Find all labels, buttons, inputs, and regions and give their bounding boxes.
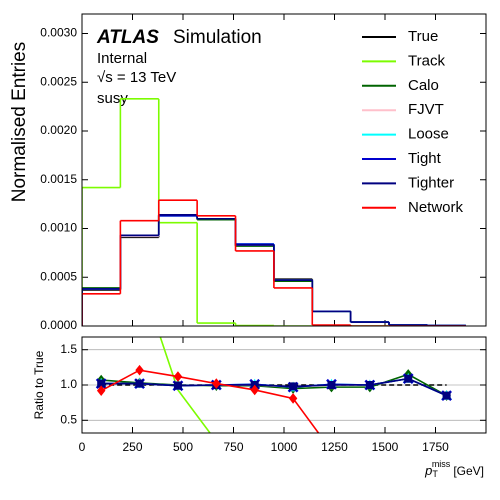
ratio-marker [173,371,183,382]
x-tick-label: 1500 [372,440,399,454]
x-tick-label: 750 [223,440,243,454]
x-tick-label: 500 [173,440,193,454]
x-tick-label: 0 [79,440,86,454]
x-tick-label: 1000 [271,440,298,454]
ratio-line [159,337,212,433]
legend-label: Tighter [408,174,454,191]
legend-label: Loose [408,126,449,143]
y-tick-label: 0.0025 [40,74,77,88]
y-tick-label: 1.0 [60,377,77,391]
ratio-line [101,377,447,397]
y-tick-label: 0.0000 [40,318,77,332]
ratio-y-label: Ratio to True [32,350,46,419]
x-tick-label: 250 [122,440,142,454]
ratio-marker [288,393,298,404]
annotation: √s = 13 TeV [97,69,176,86]
ratio-series-group [95,337,452,433]
x-label-symbol: p [424,463,432,478]
y-tick-label: 0.0030 [40,26,77,40]
y-tick-label: 1.5 [60,342,77,356]
legend-label: Tight [408,150,442,167]
ratio-marker [173,381,182,390]
x-label-sub: T [432,469,438,479]
ratio-marker [96,385,106,396]
status-label: Simulation [173,27,262,48]
legend-label: Calo [408,77,439,94]
ratio-marker [404,374,413,383]
legend-label: Track [408,52,445,69]
y-axis-label: Normalised Entries [9,42,30,203]
legend-label: FJVT [408,101,444,118]
plot-frame [81,13,487,327]
x-label-sup: miss [432,459,451,469]
y-tick-label: 0.5 [60,412,77,426]
ratio-marker [212,378,221,389]
ratio-marker [250,384,259,396]
ratio-marker [365,381,374,389]
ratio-marker [442,391,451,400]
x-tick-label: 1750 [422,440,449,454]
x-label-unit: [GeV] [453,464,484,478]
ratio-marker [135,379,144,388]
annotation: Internal [97,50,147,67]
x-tick-label: 1250 [321,440,348,454]
y-tick-label: 0.0020 [40,123,77,137]
ratio-marker [327,381,336,389]
y-tick-label: 0.0010 [40,221,77,235]
experiment-label: ATLAS [96,27,159,48]
y-tick-label: 0.0005 [40,269,77,283]
ratio-marker [289,382,298,391]
x-axis-label: pTmiss [GeV] [424,459,484,479]
legend-label: Network [408,199,464,216]
y-tick-label: 0.0015 [40,172,77,186]
legend-label: True [408,28,438,45]
ratio-frame [81,336,487,434]
ratio-marker [135,364,144,376]
histogram-series-group [82,98,467,326]
